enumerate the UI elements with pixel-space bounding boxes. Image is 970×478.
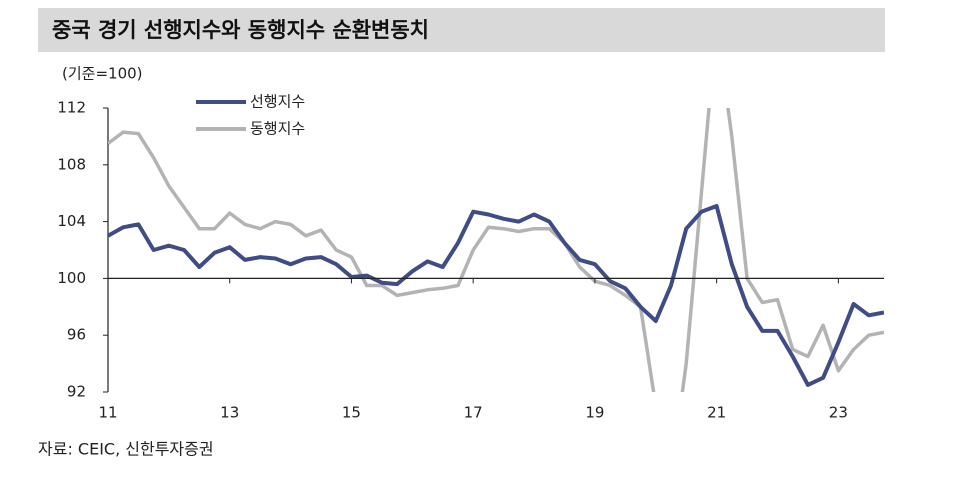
y-tick-label: 104	[57, 212, 86, 230]
y-tick-label: 96	[67, 326, 86, 344]
plot-area	[108, 108, 884, 392]
series-line	[108, 204, 884, 387]
x-tick-label: 11	[98, 404, 117, 422]
legend-label: 동행지수	[250, 120, 305, 138]
title-bar	[38, 8, 885, 52]
source: 자료: CEIC, 신한투자증권	[38, 440, 214, 459]
legend-label: 선행지수	[250, 93, 305, 111]
x-tick-label: 19	[585, 404, 604, 422]
chart-title: 중국 경기 선행지수와 동행지수 순환변동치	[52, 18, 429, 42]
x-tick-label: 17	[464, 404, 483, 422]
x-tick-label: 21	[707, 404, 726, 422]
unit-label: (기준=100)	[62, 65, 143, 83]
series-line	[108, 108, 884, 392]
y-tick-label: 92	[67, 383, 86, 401]
x-tick-label: 13	[220, 404, 239, 422]
y-tick-label: 108	[57, 155, 86, 173]
y-tick-label: 112	[57, 99, 86, 117]
x-tick-label: 15	[342, 404, 361, 422]
y-tick-label: 100	[57, 269, 86, 287]
x-tick-label: 23	[829, 404, 848, 422]
